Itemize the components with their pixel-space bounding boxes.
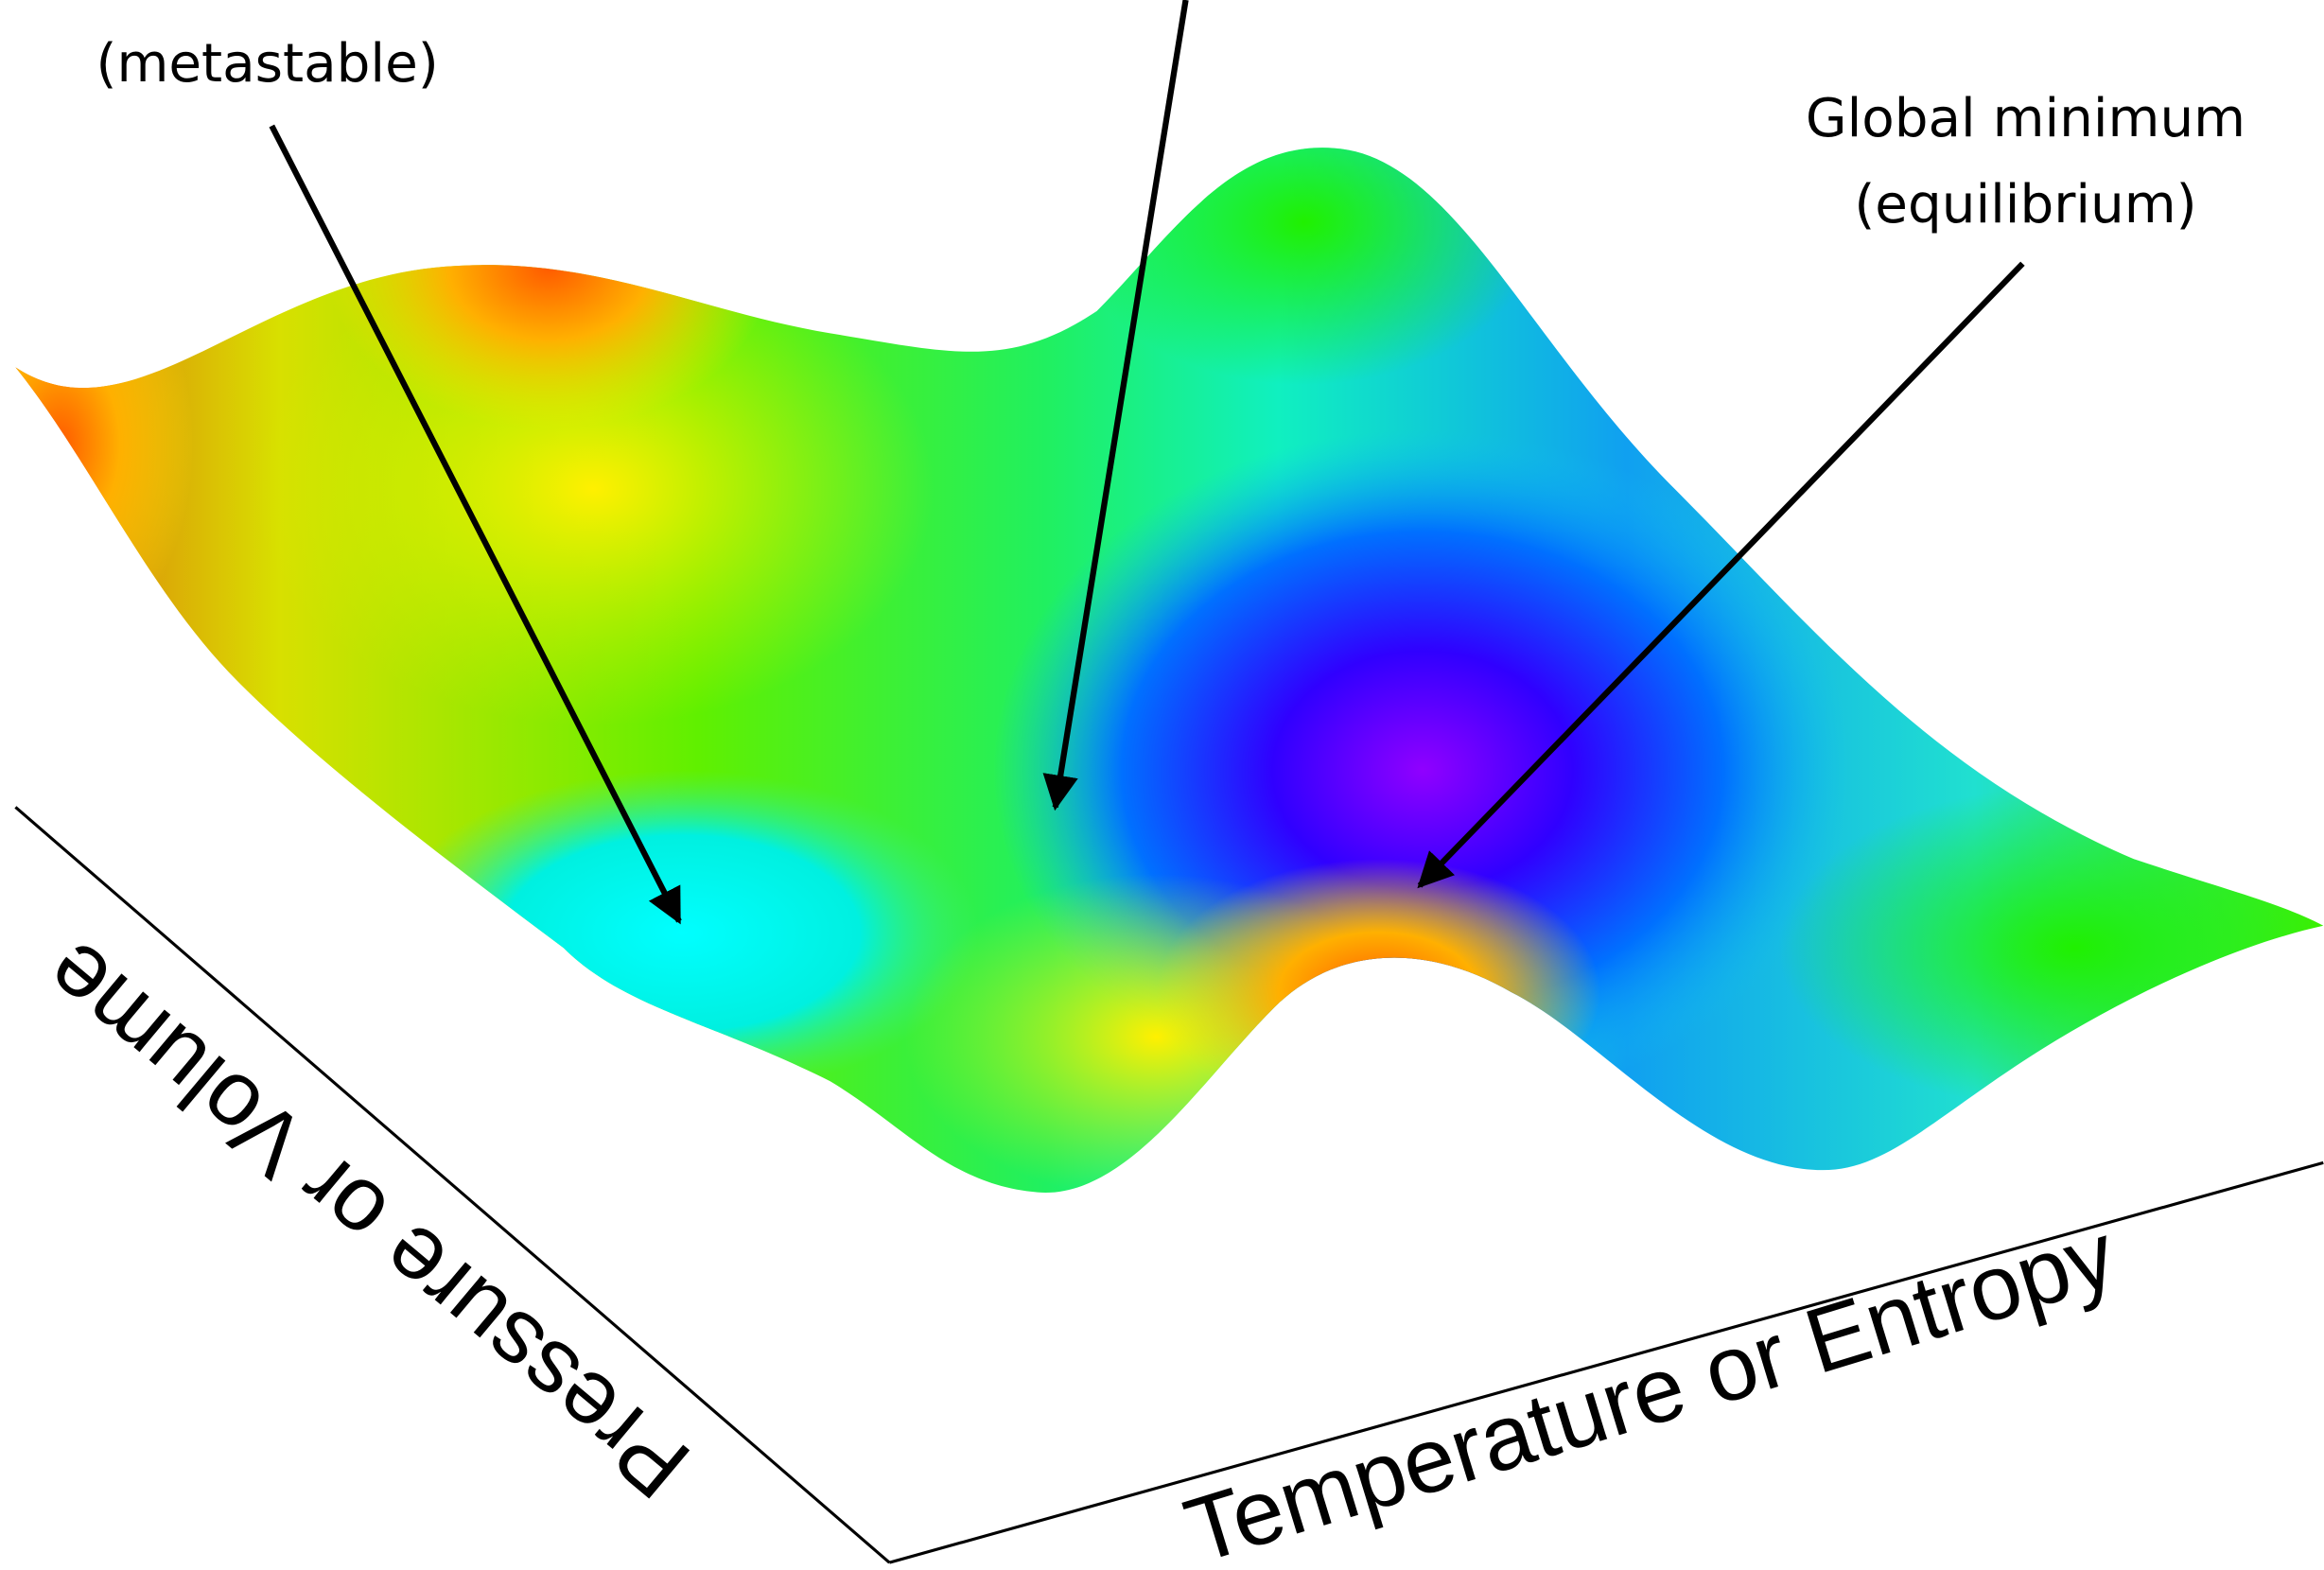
y-axis-label: Pressure or Volume xyxy=(25,921,708,1518)
arrow xyxy=(1042,0,1189,811)
annotation: (equilibrium) xyxy=(1854,174,2196,236)
x-axis-label: Temperature or Entropy xyxy=(1174,1202,2127,1570)
energy-surface xyxy=(15,148,2324,1194)
arrow xyxy=(1417,261,2025,889)
arrow xyxy=(269,124,682,925)
axis-line xyxy=(14,806,891,1564)
annotation: (metastable) xyxy=(96,33,438,95)
axis-line xyxy=(888,1160,2324,1564)
annotation: Global minimum xyxy=(1806,88,2245,149)
